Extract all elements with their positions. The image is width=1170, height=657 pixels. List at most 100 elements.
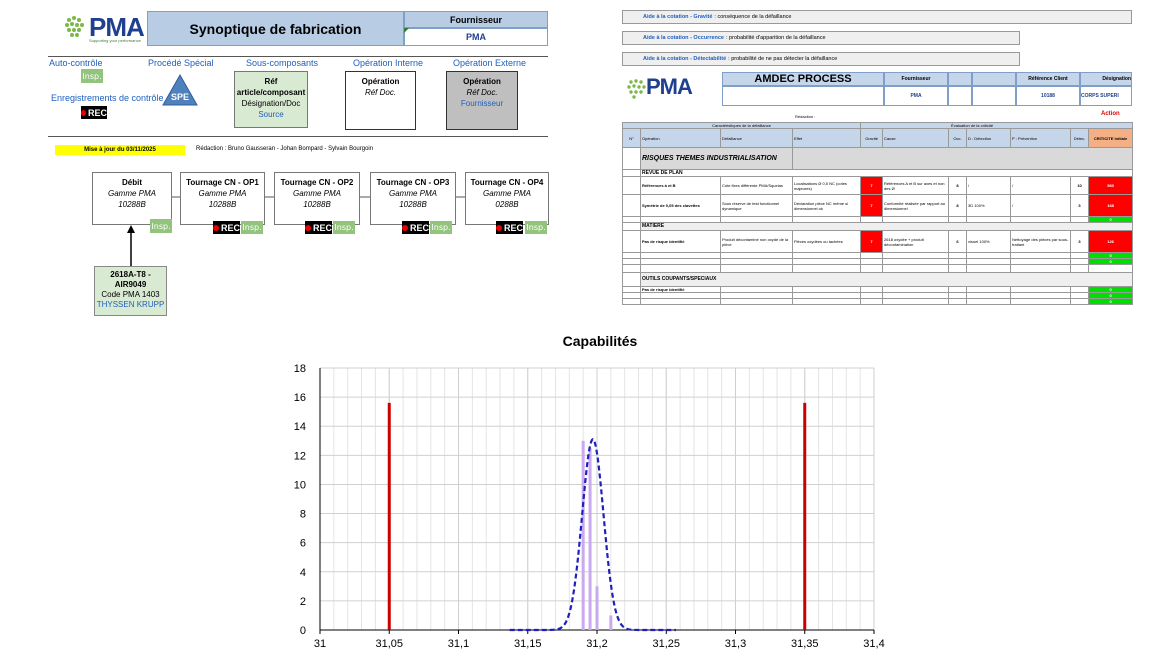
cell-detec: 3	[1070, 194, 1090, 217]
flow-ref: 10288B	[303, 200, 331, 209]
cell-detec: 10	[1070, 176, 1090, 195]
histogram-bar	[609, 615, 613, 630]
table-row: 0	[622, 258, 1134, 265]
col-header-gravite: Gravité	[860, 128, 884, 148]
x-tick-label: 31,05	[375, 638, 403, 650]
legend-op-interne-box: Opération Réf Doc.	[345, 71, 416, 130]
cell-operation: Pas de risque identifié	[640, 230, 721, 253]
logo-tagline: Supporting your performance	[89, 38, 141, 43]
flow-title: Débit	[122, 178, 142, 187]
amdec-ref-client-label: Référence Client	[1016, 72, 1080, 86]
x-tick-label: 31,15	[514, 638, 542, 650]
y-tick-label: 6	[300, 538, 306, 550]
cell-cause: Références A et B sur axes et non des Ø	[882, 176, 950, 195]
aide-detectabilite[interactable]: Aide à la cotation - Détectabilité : pro…	[622, 52, 1020, 66]
op-int-line1: Opération	[361, 77, 400, 86]
cell-detection: 3D 100%	[966, 194, 1012, 217]
synoptique-logo: PMA Supporting your performance	[63, 10, 146, 46]
ref-line1: Réf	[264, 77, 278, 86]
record-dot-icon	[496, 224, 502, 231]
cell-detec: 3	[1070, 230, 1090, 253]
spe-triangle-icon: SPE	[162, 74, 198, 106]
amdec-title: AMDEC PROCESS	[722, 72, 884, 86]
flow-op4-insp: Insp.	[525, 221, 547, 234]
cell-prevention: Nettoyage des pièces par sous-traitant	[1010, 230, 1072, 253]
table-row: Pas de risque identifié Produit décontam…	[622, 230, 1134, 253]
cell-occ: 6	[948, 230, 968, 253]
amdec-table: Caractéristiques de la défaillance Évalu…	[621, 122, 1134, 305]
amdec-spacer1	[948, 72, 972, 86]
cell-gravite: 7	[860, 230, 884, 253]
cell-gravite: 7	[860, 194, 884, 217]
flow-title: Tournage CN - OP3	[376, 178, 450, 187]
flow-title: Tournage CN - OP2	[280, 178, 354, 187]
table-row: MATIERE	[622, 222, 1134, 231]
aide-occurrence[interactable]: Aide à la cotation - Occurrence : probab…	[622, 31, 1020, 45]
y-tick-label: 4	[300, 567, 306, 579]
update-date: Mise à jour du 03/11/2025	[55, 145, 185, 155]
cell-criticite: 560	[1088, 176, 1134, 195]
aide-label: Aide à la cotation - Occurrence	[643, 35, 724, 41]
table-row	[622, 264, 1134, 273]
table-row: REVUE DE PLAN	[622, 169, 1134, 177]
legend-rec-badge: REC	[81, 106, 107, 119]
aide-gravite[interactable]: Aide à la cotation - Gravité : conséquen…	[622, 10, 1132, 24]
subsection-title: OUTILS COUPANTS/SPECIAUX	[639, 272, 1134, 287]
capability-chart: 0 2 4 6 8 10 12 14 16 18 31 31,05 31,1 31,15 31,2 31,25…	[294, 363, 885, 650]
x-tick-label: 31,2	[586, 638, 607, 650]
amdec-fournisseur-label: Fournisseur	[884, 72, 948, 86]
fournisseur-label: Fournisseur	[404, 11, 548, 28]
legend-procede-special: Procédé Spécial	[148, 58, 214, 68]
legend-insp-badge: Insp.	[81, 69, 103, 83]
col-header-num: N°	[622, 128, 641, 148]
amdec-fournisseur-value: PMA	[884, 86, 948, 106]
flow-op3-rec: REC	[402, 221, 429, 234]
cell-defaillance: Sous réserve de test fonctionnel dynamiq…	[720, 194, 793, 217]
supplier-material-box: 2618A-T8 - AIR9049 Code PMA 1403 THYSSEN…	[94, 266, 167, 316]
cell-criticite: 168	[1088, 194, 1134, 217]
flow-box-op1: Tournage CN - OP1 Gamme PMA 10288B	[180, 172, 265, 225]
cell-occ: 8	[948, 176, 968, 195]
histogram-bar	[588, 448, 592, 630]
x-tick-label: 31	[314, 638, 326, 650]
cell-effet: Localisations Ø 0,5 NC (cotes majeures)	[791, 176, 862, 195]
record-dot-icon	[305, 224, 311, 231]
amdec-action: Action	[1101, 111, 1120, 117]
table-row: RISQUES THEMES INDUSTRIALISATION	[622, 147, 1134, 170]
separator-bottom	[48, 136, 548, 137]
cell-operation: Références à et B	[640, 176, 721, 195]
cell-effet: Pièces oxydées ou tachées	[791, 230, 862, 253]
legend-operation-externe: Opération Externe	[453, 58, 527, 68]
y-tick-label: 14	[294, 421, 306, 433]
flow-op1-insp: Insp.	[241, 221, 263, 234]
fournisseur-value: PMA	[404, 28, 548, 46]
y-tick-label: 16	[294, 392, 306, 404]
cell-effet: Déclaration pièce NC même si dimensionne…	[791, 194, 862, 217]
y-tick-label: 0	[300, 625, 306, 637]
section-title: RISQUES THEMES INDUSTRIALISATION	[640, 147, 793, 170]
cell-detection: visuel 100%	[966, 230, 1012, 253]
amdec-spacer2	[972, 72, 1016, 86]
x-tick-label: 31,25	[652, 638, 680, 650]
histogram-bar	[595, 586, 599, 630]
y-tick-label: 12	[294, 450, 306, 462]
spe-label: SPE	[171, 92, 189, 102]
flow-gamme: Gamme PMA	[292, 189, 341, 198]
cell-detection: /	[966, 176, 1012, 195]
flow-op2-rec: REC	[305, 221, 332, 234]
table-row: OUTILS COUPANTS/SPECIAUX	[622, 272, 1134, 287]
table-row: Références à et B Cote fixes différente …	[622, 176, 1134, 195]
legend-ref-box: Réf article/composant Désignation/Doc So…	[234, 71, 308, 128]
amdec-ref-client-value: 10188	[1016, 86, 1080, 106]
legend-op-externe-box: Opération Réf Doc. Fournisseur	[446, 71, 518, 130]
subsection-title: MATIERE	[639, 222, 1134, 231]
flow-title: Tournage CN - OP1	[186, 178, 259, 187]
flow-gamme: Gamme PMA	[482, 189, 531, 198]
cell-operation: Symétrie de 0,05 des clavettes	[640, 194, 721, 217]
y-tick-label: 18	[294, 363, 306, 375]
page-title: Synoptique de fabrication	[147, 11, 404, 46]
rec-label: REC	[220, 222, 240, 233]
cell-criticite: 126	[1088, 230, 1134, 253]
amdec-designation-value: CORPS SUPERI	[1080, 86, 1132, 106]
amdec-spacer1b	[948, 86, 972, 106]
